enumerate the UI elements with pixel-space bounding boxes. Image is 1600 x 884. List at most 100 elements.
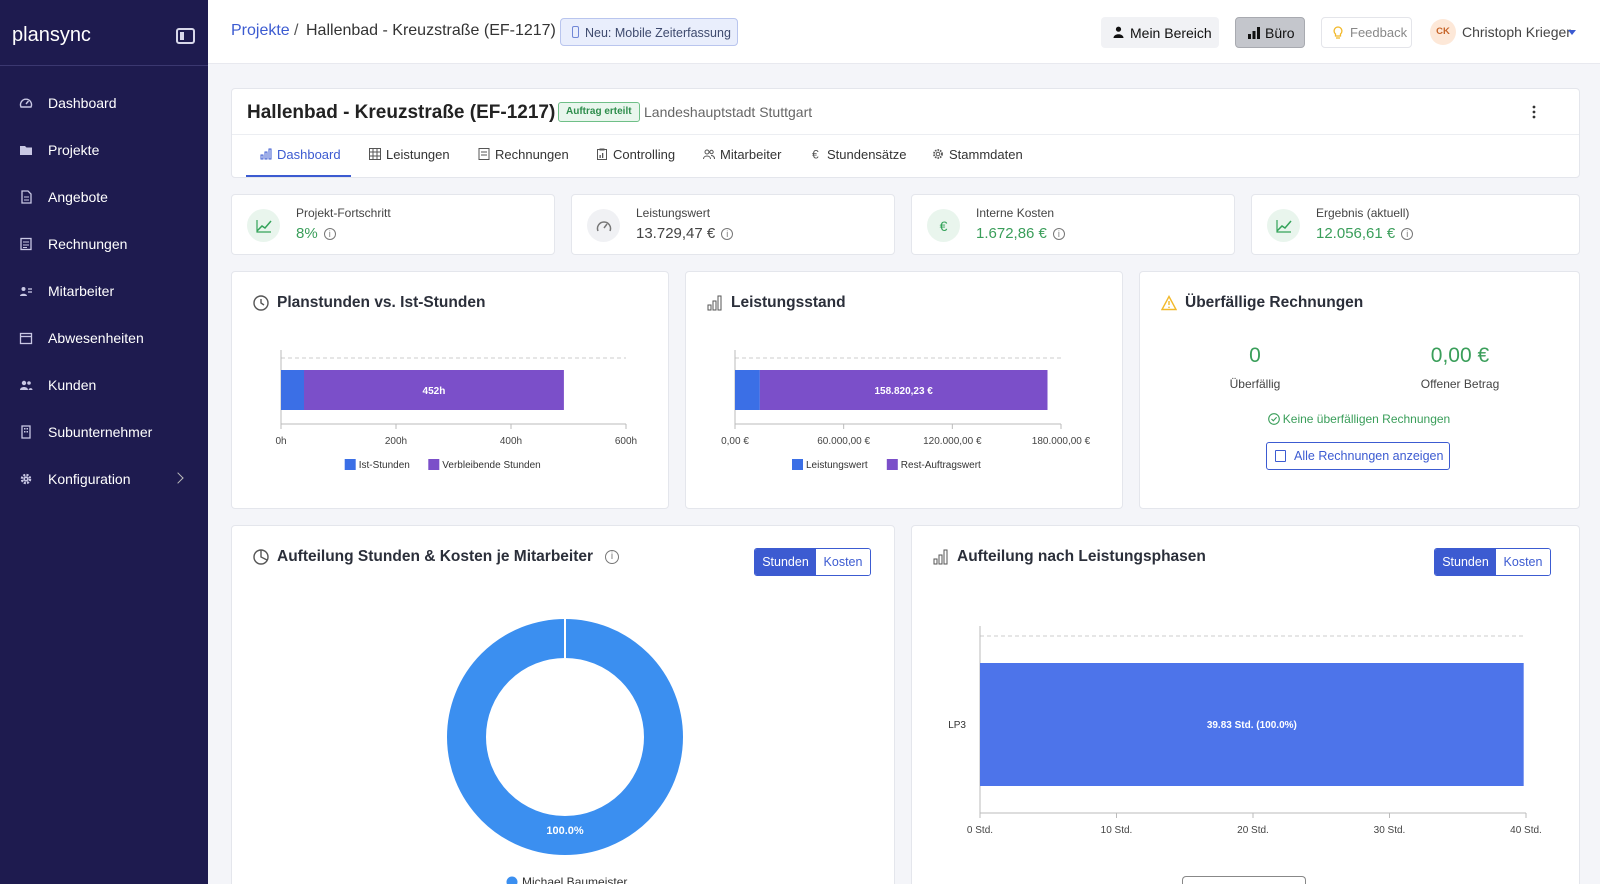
sidebar-item-konfiguration[interactable]: Konfiguration	[0, 461, 208, 497]
card-title: Planstunden vs. Ist-Stunden	[253, 294, 485, 312]
overdue-count: 0	[1249, 344, 1261, 367]
tab-stammdaten[interactable]: Stammdaten	[932, 147, 1023, 177]
tab-leistungen[interactable]: Leistungen	[369, 147, 450, 177]
no-overdue-message: Keine überfälligen Rechnungen	[1140, 412, 1578, 426]
employee-split-toggle: Stunden Kosten	[754, 548, 871, 576]
info-icon[interactable]: i	[605, 550, 620, 564]
info-icon[interactable]: i	[323, 228, 336, 241]
sidebar-toggle-icon[interactable]	[176, 28, 195, 44]
new-feature-badge[interactable]: Neu: Mobile Zeiterfassung	[560, 18, 738, 46]
employee-split-card: Aufteilung Stunden & Kosten je Mitarbeit…	[231, 525, 895, 884]
sidebar-divider	[0, 65, 208, 66]
kpi-label: Projekt-Fortschritt	[296, 206, 391, 220]
feedback-button[interactable]: Feedback	[1321, 17, 1412, 48]
more-options-icon[interactable]	[1532, 105, 1536, 119]
chevron-down-icon[interactable]	[1568, 30, 1576, 35]
kpi-label: Interne Kosten	[976, 206, 1055, 220]
sidebar-item-label: Dashboard	[48, 95, 117, 111]
tab-controlling[interactable]: Controlling	[596, 147, 675, 177]
buero-button[interactable]: Büro	[1235, 17, 1305, 48]
user-menu[interactable]: Christoph Krieger	[1462, 24, 1571, 40]
legend-swatch	[886, 459, 898, 470]
legend-swatch	[344, 459, 356, 470]
breadcrumb-projekte-link[interactable]: Projekte	[231, 22, 290, 39]
tick-label: 10 Std.	[1101, 825, 1133, 836]
new-feature-label: Neu: Mobile Zeiterfassung	[585, 26, 731, 40]
info-icon[interactable]: i	[1401, 228, 1414, 241]
chevron-right-icon	[172, 472, 184, 484]
bar-chart-icon	[1248, 27, 1260, 39]
sidebar-item-abwesenheiten[interactable]: Abwesenheiten	[0, 320, 208, 356]
phase-split-toggle: Stunden Kosten	[1434, 548, 1551, 576]
tab-label: Controlling	[613, 147, 676, 162]
employee-donut-chart: 100.0% Michael Baumeister	[447, 619, 683, 884]
sidebar-item-label: Kunden	[48, 377, 97, 393]
toggle-kosten[interactable]: Kosten	[1496, 549, 1550, 575]
sidebar-item-projekte[interactable]: Projekte	[0, 132, 208, 168]
sidebar-item-dashboard[interactable]: Dashboard	[0, 85, 208, 121]
tab-stundensaetze[interactable]: € Stundensätze	[810, 147, 907, 177]
gear-icon	[933, 149, 943, 159]
tab-mitarbeiter[interactable]: Mitarbeiter	[703, 147, 781, 177]
status-badge: Auftrag erteilt	[558, 102, 640, 122]
toggle-stunden[interactable]: Stunden	[1435, 549, 1496, 575]
tab-label: Leistungen	[386, 147, 450, 162]
bar-segment	[304, 370, 564, 410]
show-all-invoices-button[interactable]: Alle Rechnungen anzeigen	[1266, 442, 1450, 470]
bar-chart-icon	[933, 549, 948, 565]
document-icon	[21, 190, 32, 204]
lightbulb-icon	[1333, 26, 1343, 39]
sidebar-item-rechnungen[interactable]: Rechnungen	[0, 226, 208, 262]
tick-label: 30 Std.	[1374, 825, 1406, 836]
show-all-invoices-label: Alle Rechnungen anzeigen	[1294, 449, 1444, 463]
kpi-value: 1.672,86 € i	[976, 225, 1065, 242]
data-label: 158.820,23 €	[874, 386, 933, 397]
overdue-invoices-card: Überfällige Rechnungen 0 Überfällig 0,00…	[1139, 271, 1580, 509]
bar-segment	[735, 370, 760, 410]
tab-label: Dashboard	[277, 147, 341, 162]
id-card-icon	[20, 287, 32, 296]
table-icon	[369, 148, 381, 160]
open-amount-label: Offener Betrag	[1420, 377, 1500, 391]
legend-label: Verbleibende Stunden	[442, 460, 540, 471]
data-label: 452h	[423, 386, 446, 397]
sidebar-item-label: Projekte	[48, 142, 100, 158]
tick-label: 20 Std.	[1237, 825, 1269, 836]
info-icon[interactable]: i	[1052, 228, 1065, 241]
sidebar-item-label: Angebote	[48, 189, 108, 205]
tab-rechnungen[interactable]: Rechnungen	[478, 147, 569, 177]
sidebar-item-angebote[interactable]: Angebote	[0, 179, 208, 215]
sidebar-item-kunden[interactable]: Kunden	[0, 367, 208, 403]
warning-icon	[1161, 295, 1177, 311]
bar-segment	[759, 370, 1048, 410]
sidebar-item-subunternehmer[interactable]: Subunternehmer	[0, 414, 208, 450]
sidebar-item-mitarbeiter[interactable]: Mitarbeiter	[0, 273, 208, 309]
sidebar-item-label: Konfiguration	[48, 471, 131, 487]
phone-icon	[572, 26, 579, 38]
invoice-icon	[20, 237, 32, 251]
sidebar-item-label: Subunternehmer	[48, 424, 153, 440]
mein-bereich-button[interactable]: Mein Bereich	[1101, 17, 1219, 48]
svg-text:€: €	[812, 148, 819, 160]
phase-bar-chart: 39.83 Std. (100.0%) LP3 0 Std. 10 Std. 20 St…	[948, 626, 1542, 836]
toggle-kosten[interactable]: Kosten	[816, 549, 870, 575]
avatar[interactable]: CK	[1430, 19, 1456, 45]
kpi-label: Ergebnis (aktuell)	[1316, 206, 1410, 220]
sidebar-item-label: Abwesenheiten	[48, 330, 144, 346]
hidden-control-button[interactable]	[1182, 876, 1306, 884]
leistungsstand-chart: 158.820,23 € 0,00 € 60.000,00 € 120.000,00 …	[721, 350, 1091, 471]
check-circle-icon	[1267, 413, 1280, 425]
planstunden-chart: 452h 0h 200h 400h 600h Ist-Stunden Verbleibend…	[275, 350, 637, 471]
planstunden-card: Planstunden vs. Ist-Stunden 452h 0h 200h 40…	[231, 271, 669, 509]
breadcrumb-current: Hallenbad - Kreuzstraße (EF-1217)	[306, 22, 556, 39]
open-amount: 0,00 €	[1430, 344, 1490, 367]
tick-label: 200h	[385, 436, 407, 447]
bar	[980, 663, 1524, 786]
info-icon[interactable]: i	[721, 228, 734, 241]
kpi-card-interne-kosten: € Interne Kosten 1.672,86 € i	[911, 194, 1235, 255]
toggle-stunden[interactable]: Stunden	[755, 549, 816, 575]
legend-label: Ist-Stunden	[359, 460, 410, 471]
tab-dashboard[interactable]: Dashboard	[246, 147, 351, 177]
legend-label: Leistungswert	[806, 460, 868, 471]
tab-label: Stundensätze	[827, 147, 907, 162]
